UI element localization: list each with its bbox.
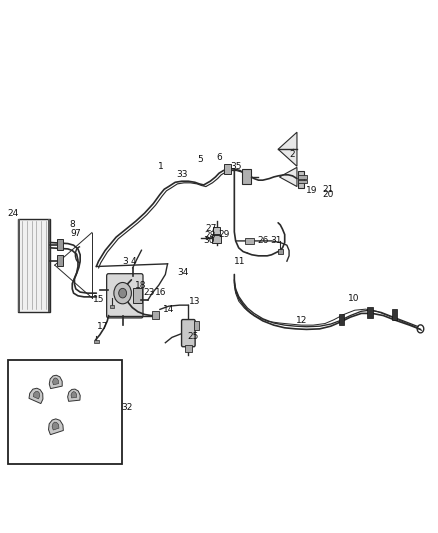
Polygon shape [52,422,59,430]
Polygon shape [53,378,59,385]
Text: 13: 13 [189,297,201,305]
Bar [298,180,307,183]
Text: 7: 7 [74,229,80,238]
Text: 24: 24 [7,209,19,217]
Text: 25: 25 [187,333,198,341]
Bar [133,288,142,303]
Polygon shape [279,167,297,187]
Bar [8,360,122,464]
Bar [110,305,114,308]
Text: 9: 9 [71,229,77,238]
Circle shape [119,288,127,298]
Text: 2: 2 [289,150,294,159]
Polygon shape [278,132,297,166]
Text: 14: 14 [163,305,174,313]
Text: 28: 28 [205,231,216,240]
Text: 31: 31 [270,237,282,245]
Polygon shape [71,392,77,398]
Bar [298,171,304,188]
Text: 27: 27 [205,224,217,232]
FancyBboxPatch shape [106,274,143,318]
Bar [48,219,50,312]
Text: 19: 19 [306,187,318,195]
Text: 23: 23 [143,288,155,296]
Bar [339,314,344,325]
Bar [194,321,199,330]
Polygon shape [49,419,64,435]
Text: 21: 21 [323,185,334,193]
Bar [185,345,192,352]
Bar [367,307,373,318]
Polygon shape [29,388,43,403]
Polygon shape [49,375,62,389]
Polygon shape [67,389,80,401]
Bar [224,164,231,174]
Bar [57,255,63,266]
Text: 16: 16 [155,288,167,296]
Text: 12: 12 [296,317,307,325]
Bar [213,227,220,234]
Text: 3: 3 [122,257,128,265]
Bar [94,340,99,343]
Text: 26: 26 [257,237,268,245]
Bar [18,219,50,312]
Bar [57,239,63,250]
FancyBboxPatch shape [181,320,195,347]
Text: 11: 11 [234,257,246,265]
Text: 4: 4 [131,257,136,265]
Text: 34: 34 [177,269,189,277]
Bar [152,311,159,319]
Text: 8: 8 [69,221,75,229]
Text: 20: 20 [323,190,334,199]
Text: 6: 6 [216,153,222,161]
Text: 33: 33 [176,171,187,179]
Circle shape [114,282,131,304]
Bar [212,235,221,243]
Text: 17: 17 [97,322,109,330]
Polygon shape [33,391,40,399]
Bar [392,309,397,320]
Bar [245,238,254,244]
Text: 29: 29 [219,230,230,239]
Text: 10: 10 [348,294,360,303]
Text: 32: 32 [121,403,133,412]
Bar [242,169,251,184]
Text: 15: 15 [93,295,104,304]
Text: 30: 30 [204,237,215,245]
Text: 5: 5 [198,156,204,164]
Text: 18: 18 [135,281,147,289]
Text: 35: 35 [231,162,242,171]
Text: 1: 1 [158,162,164,171]
Bar [18,219,20,312]
Bar [298,175,307,179]
Bar [278,249,283,254]
